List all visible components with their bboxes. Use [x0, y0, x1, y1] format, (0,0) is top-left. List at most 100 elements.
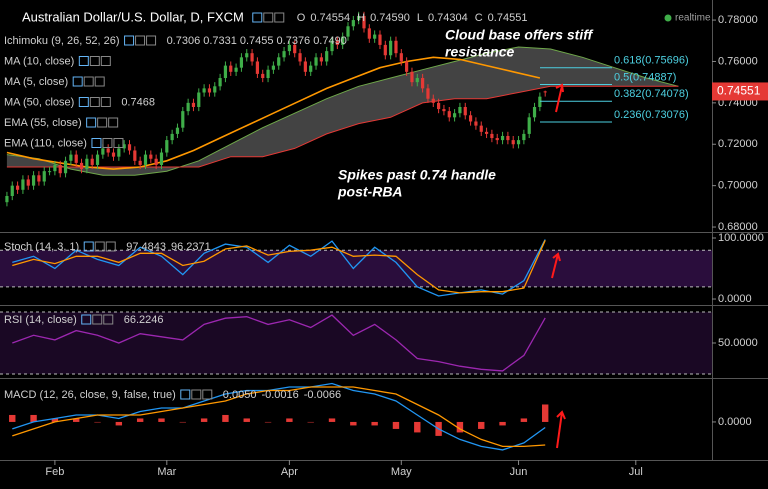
histogram-bar: [456, 421, 464, 433]
candle-body: [165, 140, 169, 153]
candle-body: [490, 133, 494, 139]
candle-body: [522, 133, 526, 141]
candle-body: [362, 15, 366, 29]
candle-body: [431, 98, 435, 103]
candle-body: [26, 179, 30, 186]
candle-body: [138, 160, 142, 165]
y-tick-label: 0.70000: [718, 180, 758, 192]
candle-body: [271, 65, 275, 70]
histogram-bar: [222, 414, 229, 422]
candle-body: [405, 61, 409, 72]
candle-body: [191, 102, 196, 107]
price-box: [712, 82, 768, 101]
indicator-name: EMA (110, close): [4, 137, 87, 149]
cloud-fill: [6, 47, 679, 176]
price-label: 0.74551: [717, 84, 761, 98]
chart-title: Australian Dollar/U.S. Dollar, D, FXCM: [22, 9, 244, 24]
arrow: [556, 411, 563, 449]
indicator-name: MA (5, close): [4, 76, 68, 88]
indicator-value: 0.7468: [121, 96, 155, 108]
candle-body: [511, 140, 515, 145]
indicator-name: Ichimoku (9, 26, 52, 26): [4, 35, 120, 47]
candle-body: [298, 53, 302, 62]
candle-body: [21, 179, 25, 190]
histogram-bar: [328, 418, 336, 422]
histogram-bar: [73, 418, 80, 422]
candle-body: [47, 171, 52, 173]
candle-body: [74, 154, 78, 163]
candle-body: [314, 57, 318, 66]
legend-icon: [94, 76, 105, 87]
candle-body: [69, 154, 73, 161]
candle-body: [261, 73, 265, 79]
legend-icon: [89, 97, 100, 107]
legend-value: -0.0066: [304, 389, 341, 401]
candle-body: [516, 140, 521, 145]
candle-body: [415, 78, 419, 83]
legend-icon: [180, 389, 191, 400]
candle-body: [53, 164, 57, 172]
y-tick-label: 0.78000: [718, 14, 758, 26]
candle-body: [213, 86, 217, 93]
candle-body: [133, 150, 137, 161]
candle-body: [95, 154, 100, 165]
histogram-bar: [94, 421, 101, 423]
status-dot: [664, 14, 672, 22]
fib-label: 0.236(0.73076): [614, 109, 689, 121]
ohlc-value: 0.74551: [488, 12, 528, 24]
candle-body: [149, 154, 153, 159]
indicator-name: MA (50, close): [4, 96, 74, 108]
candle-body: [63, 160, 68, 174]
candle-body: [127, 144, 132, 151]
ohlc-name: C: [475, 12, 483, 24]
x-tick-label: Jun: [510, 466, 528, 478]
candle-body: [346, 26, 350, 37]
fib-label: 0.5(0.74887): [614, 71, 676, 83]
legend-icon: [100, 97, 111, 107]
candle-body: [85, 158, 89, 170]
legend-value: -0.0016: [261, 389, 298, 401]
candle-body: [15, 185, 20, 190]
candle-body: [250, 53, 254, 62]
candle-body: [170, 133, 174, 141]
candle-body: [468, 115, 473, 122]
legend-value: 0.0050: [223, 389, 257, 401]
candle-body: [202, 88, 206, 93]
candle-body: [106, 148, 110, 153]
candle-body: [282, 51, 286, 58]
indicator-line: [12, 386, 546, 448]
candle-body: [10, 185, 14, 196]
ohlc-value: 0.74590: [370, 12, 410, 24]
histogram-bar: [478, 421, 485, 429]
candle-body: [293, 44, 297, 54]
candle-body: [538, 96, 542, 107]
annotation: Cloud base offers stiff: [445, 27, 594, 43]
candle-body: [421, 78, 425, 89]
candle-body: [117, 148, 121, 157]
legend-icon: [202, 389, 213, 400]
arrow-head: [552, 252, 561, 262]
histogram-bar: [9, 414, 16, 422]
pane-title: RSI (14, close): [4, 314, 77, 326]
cloud-span-b: [6, 85, 679, 168]
legend-icon: [81, 314, 92, 325]
indicator-value: 0.7490: [313, 35, 347, 47]
histogram-bar: [200, 418, 208, 422]
histogram-bar: [115, 421, 123, 426]
candle-body: [325, 51, 329, 62]
pane-title: MACD (12, 26, close, 9, false, true): [4, 389, 176, 401]
arrow: [555, 85, 563, 113]
candle-body: [474, 121, 478, 126]
ohlc-value: 0.74304: [428, 12, 468, 24]
candle-body: [79, 162, 84, 170]
candle-body: [527, 117, 531, 134]
x-tick-label: May: [391, 466, 412, 478]
legend-icon: [83, 241, 94, 252]
x-tick-label: Mar: [157, 466, 176, 478]
arrow: [551, 253, 559, 279]
candle-body: [58, 164, 62, 174]
legend-icon: [103, 314, 114, 325]
legend-icon: [102, 138, 113, 148]
candle-body: [287, 44, 291, 52]
candle-body: [373, 34, 377, 39]
